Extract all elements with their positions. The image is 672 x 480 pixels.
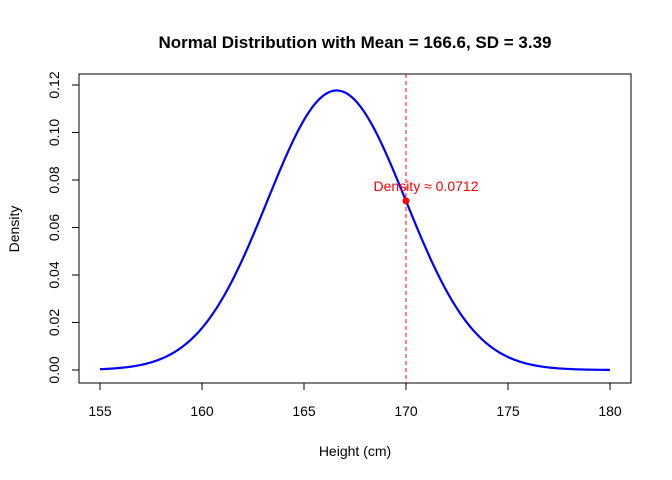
y-tick-label-2: 0.04 (46, 261, 62, 288)
x-tick-label-160: 160 (190, 403, 214, 419)
y-axis-label: Density (6, 206, 22, 253)
x-tick-label-175: 175 (496, 403, 520, 419)
y-tick-label-5: 0.10 (46, 119, 62, 146)
x-tick-label-155: 155 (88, 403, 112, 419)
y-tick-label-4: 0.08 (46, 166, 62, 193)
y-tick-label-0: 0.00 (46, 356, 62, 383)
x-tick-label-170: 170 (394, 403, 418, 419)
plot-layer: 155 160 165 170 175 180 0.00 0.02 0.04 0.06 0.08 0.… (46, 71, 622, 419)
density-annotation: Density ≈ 0.0712 (374, 178, 479, 194)
density-curve-0 (99, 89, 611, 371)
plot-frame (78, 73, 632, 384)
chart-title: Normal Distribution with Mean = 166.6, S… (158, 33, 551, 52)
density-point (402, 197, 410, 205)
x-axis-label: Height (cm) (319, 443, 391, 459)
x-tick-label-165: 165 (292, 403, 316, 419)
x-tick-label-180: 180 (598, 403, 622, 419)
y-tick-label-6: 0.12 (46, 71, 62, 98)
y-tick-label-3: 0.06 (46, 214, 62, 241)
y-tick-label-1: 0.02 (46, 309, 62, 336)
